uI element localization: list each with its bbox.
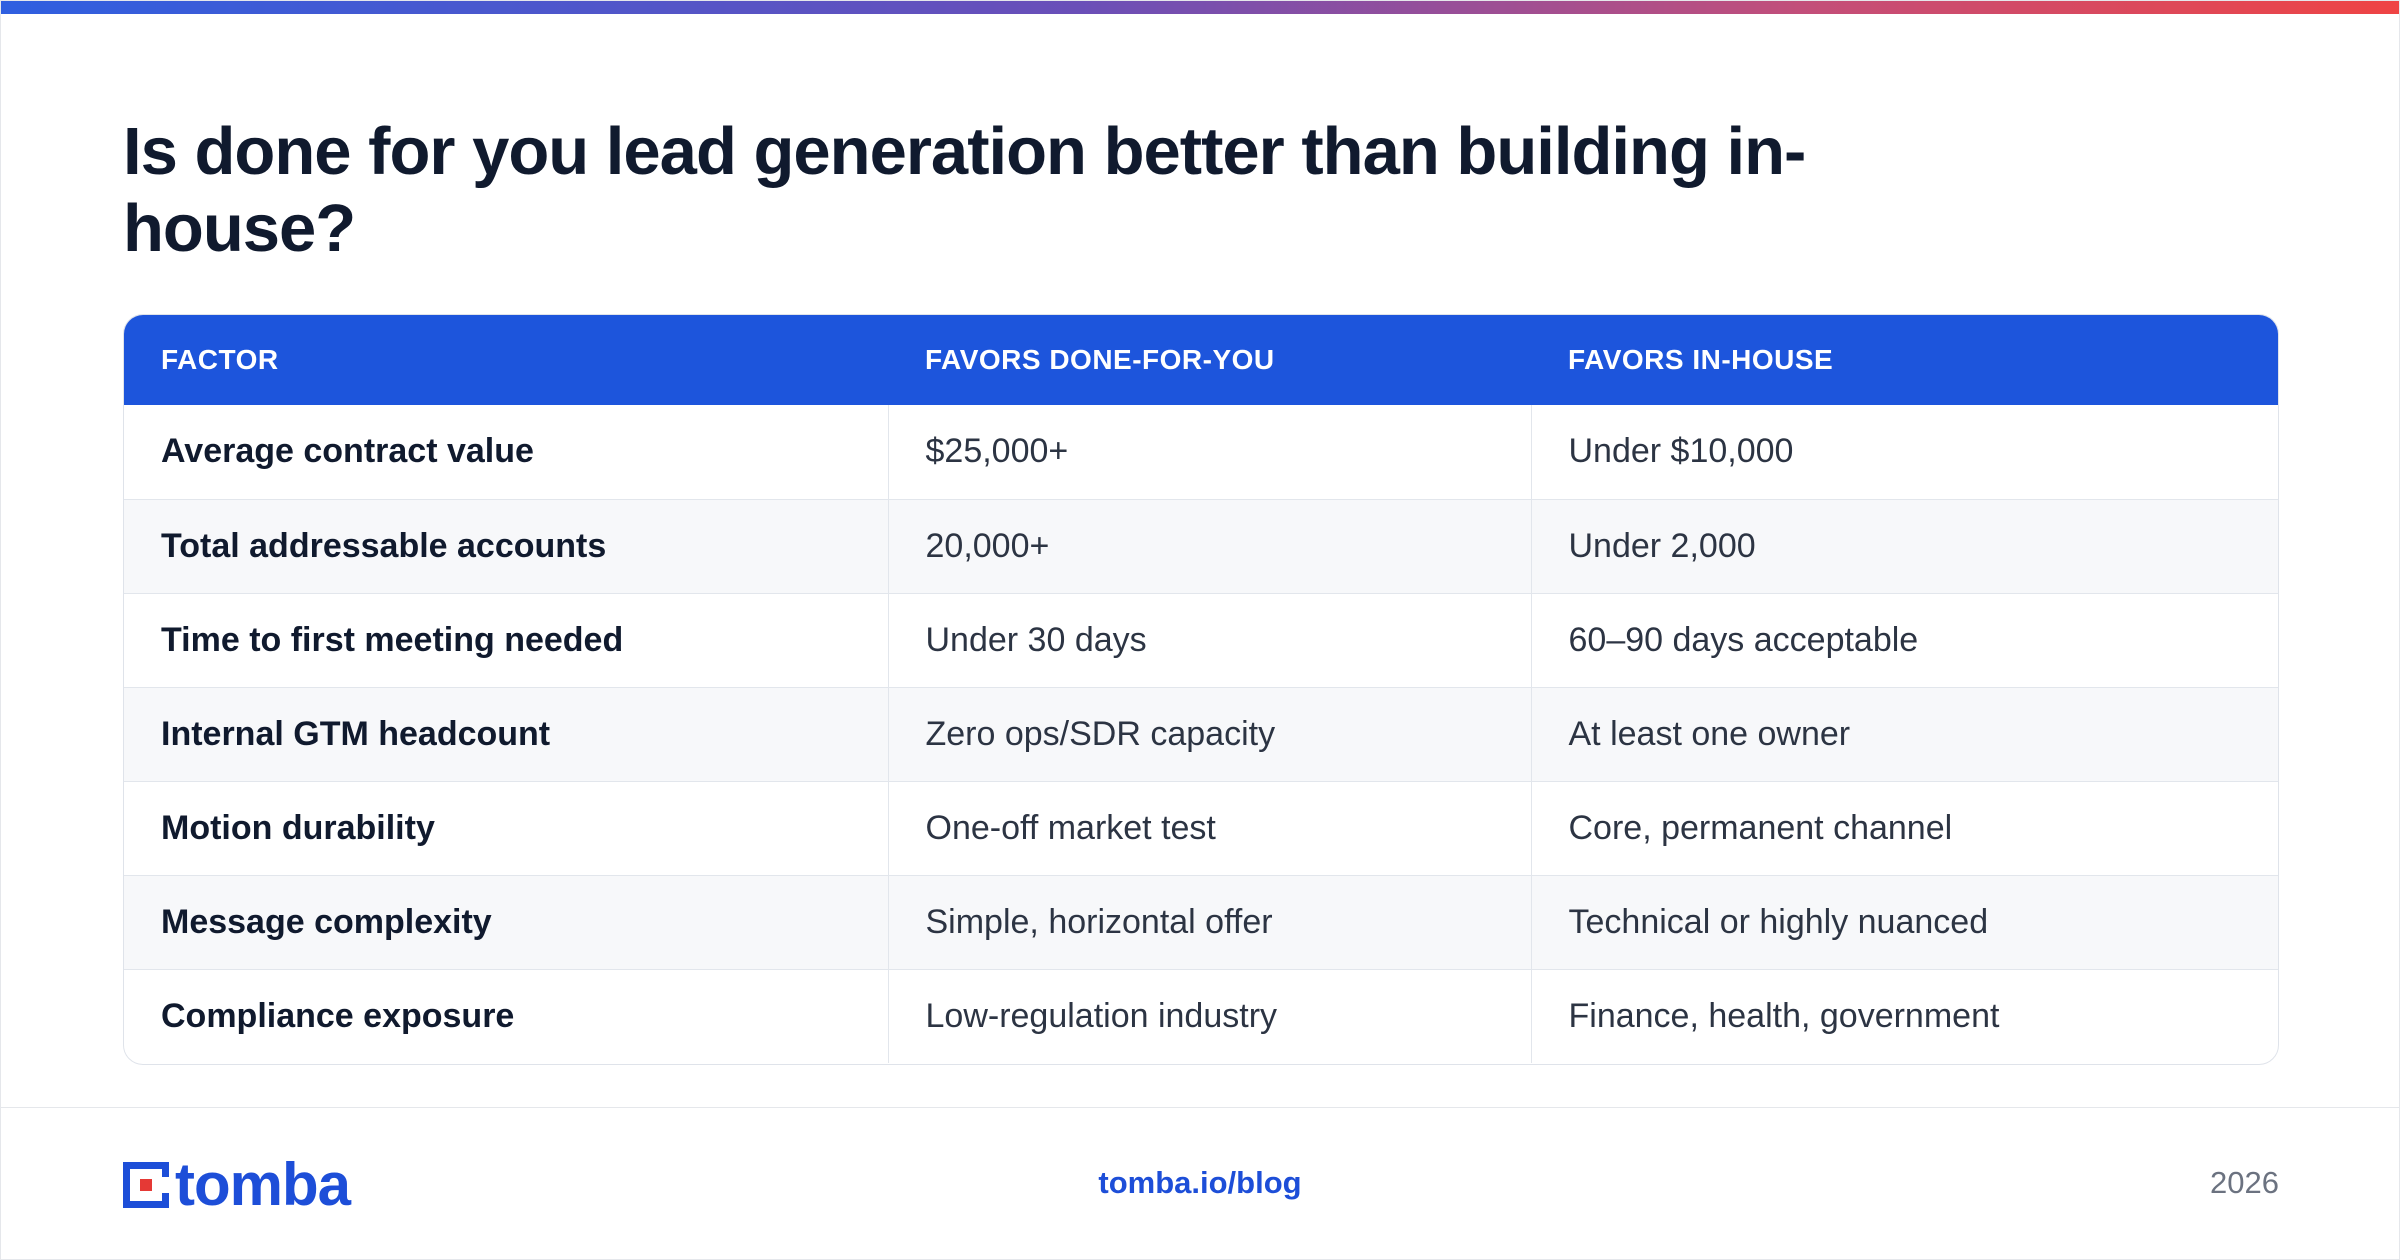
table-row: Motion durability One-off market test Co… [124, 780, 2278, 875]
blog-link[interactable]: tomba.io/blog [1098, 1165, 1302, 1200]
done-for-you-cell: Low-regulation industry [887, 968, 1531, 1063]
table-row: Average contract value $25,000+ Under $1… [124, 405, 2278, 499]
done-for-you-cell: 20,000+ [887, 498, 1531, 593]
table-row: Message complexity Simple, horizontal of… [124, 874, 2278, 969]
table-row: Time to first meeting needed Under 30 da… [124, 592, 2278, 687]
tomba-logo-icon [123, 1162, 169, 1208]
done-for-you-cell: Under 30 days [887, 592, 1531, 687]
in-house-cell: Core, permanent channel [1530, 780, 2278, 875]
done-for-you-cell: Zero ops/SDR capacity [887, 686, 1531, 781]
done-for-you-cell: One-off market test [887, 780, 1531, 875]
factor-cell: Compliance exposure [124, 968, 888, 1063]
factor-cell: Message complexity [124, 874, 888, 969]
factor-cell: Average contract value [161, 432, 534, 471]
in-house-cell: Finance, health, government [1530, 968, 2278, 1063]
gradient-top-bar [1, 1, 2399, 14]
factor-cell: Internal GTM headcount [124, 686, 888, 781]
table-header-row: FACTOR FAVORS DONE-FOR-YOU FAVORS IN-HOU… [124, 315, 2278, 405]
table-row: Compliance exposure Low-regulation indus… [124, 968, 2278, 1063]
factor-cell: Total addressable accounts [124, 498, 888, 593]
in-house-cell: At least one owner [1530, 686, 2278, 781]
factor-cell: Time to first meeting needed [124, 592, 888, 687]
comparison-table: FACTOR FAVORS DONE-FOR-YOU FAVORS IN-HOU… [123, 314, 2279, 1065]
in-house-cell: Under 2,000 [1530, 498, 2278, 593]
table-row: Total addressable accounts 20,000+ Under… [124, 498, 2278, 593]
table-row: Internal GTM headcount Zero ops/SDR capa… [124, 686, 2278, 781]
in-house-cell: 60–90 days acceptable [1530, 592, 2278, 687]
done-for-you-cell: $25,000+ [887, 405, 1531, 499]
header-in-house: FAVORS IN-HOUSE [1568, 344, 1834, 375]
footer-divider [1, 1107, 2399, 1108]
in-house-cell: Under $10,000 [1530, 405, 2278, 499]
page-title: Is done for you lead generation better t… [123, 114, 1806, 266]
logo-wordmark: tomba [175, 1151, 351, 1218]
tomba-logo[interactable]: tomba [123, 1151, 351, 1218]
footer-year: 2026 [2210, 1165, 2279, 1200]
header-done-for-you: FAVORS DONE-FOR-YOU [925, 344, 1275, 375]
in-house-cell: Technical or highly nuanced [1530, 874, 2278, 969]
factor-cell: Motion durability [124, 780, 888, 875]
header-factor: FACTOR [161, 344, 279, 375]
done-for-you-cell: Simple, horizontal offer [887, 874, 1531, 969]
